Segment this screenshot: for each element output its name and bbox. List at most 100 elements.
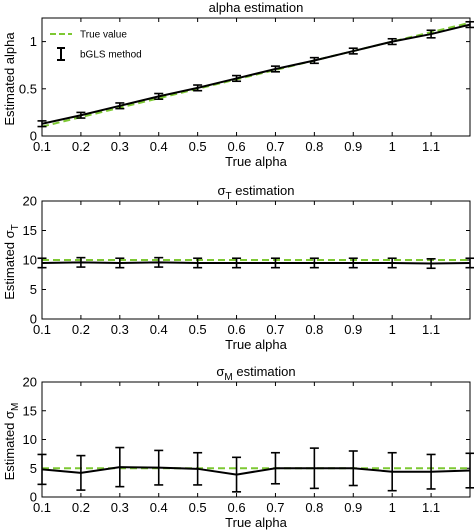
x-tick-label: 0.1: [33, 500, 51, 515]
x-tick-label: 0.4: [150, 500, 168, 515]
error-bar: [154, 256, 164, 268]
chart-title-suffix: estimation: [233, 364, 296, 379]
error-bar: [348, 257, 358, 269]
chart-title-main: σ: [216, 364, 224, 379]
x-tick-label: 0.8: [305, 500, 323, 515]
x-tick-label: 0.2: [72, 500, 90, 515]
chart-panel-2: 0.1 0.2 0.3 0.4 0.5 0.6 0.7 0.8 0.9 1 1.1 0 5 10 15 20 T…: [2, 183, 474, 352]
y-tick-label: 5: [30, 461, 37, 476]
error-bar: [465, 257, 474, 269]
x-tick-label: 1.1: [422, 139, 440, 154]
error-bar: [348, 450, 358, 487]
error-bar: [270, 65, 280, 73]
error-bar: [115, 102, 125, 110]
x-tick-label: 0.6: [228, 322, 246, 337]
error-bar: [37, 120, 47, 128]
x-axis-label: True alpha: [225, 515, 287, 530]
error-bar: [426, 29, 436, 39]
y-axis-label-main: Estimated σ: [2, 230, 17, 299]
y-tick-label: 20: [23, 375, 37, 390]
x-axis-label: True alpha: [225, 337, 287, 352]
error-bar: [309, 447, 319, 490]
bgls-line: [42, 23, 470, 125]
chart-title-sub: M: [224, 372, 232, 383]
x-tick-label: 0.1: [33, 139, 51, 154]
chart-panel-1: 0.1 0.2 0.3 0.4 0.5 0.6 0.7 0.8 0.9 1 1.1 0 0.5 1 True…: [2, 0, 474, 169]
x-tick-label: 0.8: [305, 322, 323, 337]
y-tick-label: 0.5: [19, 81, 37, 96]
error-bar: [387, 37, 397, 46]
x-tick-label: 0.9: [344, 322, 362, 337]
chart-title-suffix: estimation: [232, 183, 295, 198]
y-tick-label: 0: [30, 312, 37, 327]
error-bar: [193, 451, 203, 486]
x-tick-label: 0.7: [266, 322, 284, 337]
y-tick-label: 20: [23, 194, 37, 209]
legend-label-true-value: True value: [80, 30, 127, 41]
error-bar: [387, 451, 397, 492]
x-tick-label: 0.6: [228, 500, 246, 515]
x-tick-label: 0.5: [189, 139, 207, 154]
y-tick-label: 0: [30, 129, 37, 144]
chart-title: σT estimation: [217, 183, 294, 202]
x-tick-label: 0.9: [344, 500, 362, 515]
error-bar: [76, 111, 86, 119]
x-tick-label: 0.3: [111, 322, 129, 337]
plot-frame: [41, 381, 471, 498]
y-axis-label-sub: T: [10, 224, 21, 230]
error-bar: [154, 449, 164, 486]
y-tick-label: 10: [23, 432, 37, 447]
error-bar: [270, 257, 280, 269]
error-bar: [37, 257, 47, 269]
x-axis-label: True alpha: [225, 154, 287, 169]
error-bar: [426, 453, 436, 490]
error-bar: [115, 446, 125, 488]
legend-label-bgls: bGLS method: [80, 50, 142, 61]
x-tick-label: 0.7: [266, 500, 284, 515]
x-tick-label: 0.7: [266, 139, 284, 154]
chart-title: alpha estimation: [209, 0, 304, 15]
x-tick-label: 1.1: [422, 322, 440, 337]
chart-title-main: alpha estimation: [209, 0, 304, 15]
error-bar: [426, 258, 436, 270]
chart-panel-3: 0.1 0.2 0.3 0.4 0.5 0.6 0.7 0.8 0.9 1 1.1 0 5 10 15 20 T…: [2, 364, 474, 530]
error-bar: [270, 451, 280, 485]
x-tick-label: 0.6: [228, 139, 246, 154]
error-bar: [37, 453, 47, 486]
chart-title: σM estimation: [216, 364, 295, 383]
x-tick-label: 0.8: [305, 139, 323, 154]
error-bar: [115, 257, 125, 269]
y-axis-label-sub: M: [10, 403, 21, 411]
y-tick-label: 15: [23, 223, 37, 238]
error-bar: [232, 456, 242, 493]
chart-title-main: σ: [217, 183, 225, 198]
x-tick-label: 1: [389, 322, 396, 337]
plot-frame: [41, 17, 471, 137]
error-bar: [232, 74, 242, 83]
bgls-line: [42, 466, 470, 476]
x-tick-label: 0.4: [150, 322, 168, 337]
y-tick-label: 10: [23, 253, 37, 268]
y-axis-label-main: Estimated σ: [2, 411, 17, 480]
error-bar: [232, 257, 242, 269]
y-tick-label: 0: [30, 490, 37, 505]
y-axis-label: Estimated σT: [2, 224, 21, 300]
error-bar: [348, 47, 358, 55]
error-bar: [193, 257, 203, 269]
y-axis-label: Estimated alpha: [2, 32, 17, 126]
x-tick-label: 0.2: [72, 139, 90, 154]
error-bar: [76, 256, 86, 268]
error-bar: [193, 84, 203, 92]
x-tick-label: 0.3: [111, 139, 129, 154]
error-bar: [465, 452, 474, 489]
x-tick-label: 1.1: [422, 500, 440, 515]
error-bar: [76, 454, 86, 491]
error-bar: [465, 20, 474, 29]
x-tick-label: 0.5: [189, 322, 207, 337]
x-tick-label: 0.2: [72, 322, 90, 337]
x-tick-label: 1: [389, 500, 396, 515]
error-bar: [387, 257, 397, 269]
error-bar: [309, 56, 319, 65]
x-tick-label: 0.3: [111, 500, 129, 515]
x-tick-label: 1: [389, 139, 396, 154]
